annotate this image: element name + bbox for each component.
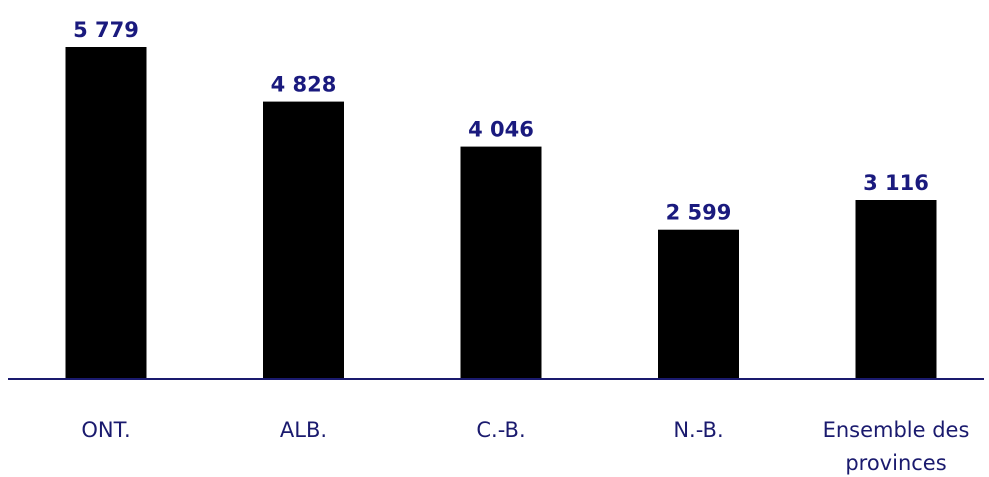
bar [460,146,542,379]
bar [855,200,937,379]
value-label: 4 828 [271,73,337,97]
category-label: ONT. [81,418,130,442]
category-label: ALB. [280,418,327,442]
category-label: provinces [845,451,946,475]
category-label: C.-B. [476,418,525,442]
bar [658,229,739,379]
bar [263,101,344,379]
bar [65,47,147,379]
value-label: 2 599 [666,201,732,225]
value-label: 4 046 [468,118,534,142]
value-label: 3 116 [863,171,929,195]
category-label: Ensemble des [823,418,970,442]
value-label: 5 779 [73,18,139,42]
category-label: N.-B. [673,418,723,442]
